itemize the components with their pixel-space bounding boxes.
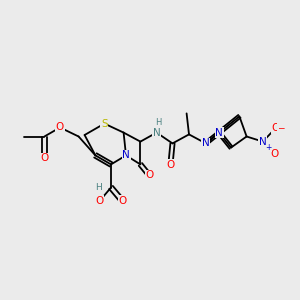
Text: S: S [101, 118, 108, 129]
Text: −: − [277, 123, 285, 132]
Text: O: O [166, 160, 175, 170]
Text: N: N [202, 138, 210, 148]
Text: O: O [40, 153, 49, 164]
Text: O: O [271, 148, 279, 159]
Text: O: O [118, 196, 127, 206]
Text: O: O [271, 123, 280, 134]
Text: N: N [215, 128, 223, 138]
Text: N: N [153, 128, 160, 138]
Text: H: H [155, 118, 161, 127]
Text: O: O [95, 196, 104, 206]
Text: N: N [259, 136, 267, 147]
Text: O: O [145, 170, 154, 181]
Text: N: N [122, 150, 130, 161]
Text: H: H [95, 183, 101, 192]
Text: O: O [56, 122, 64, 133]
Text: +: + [266, 143, 272, 152]
